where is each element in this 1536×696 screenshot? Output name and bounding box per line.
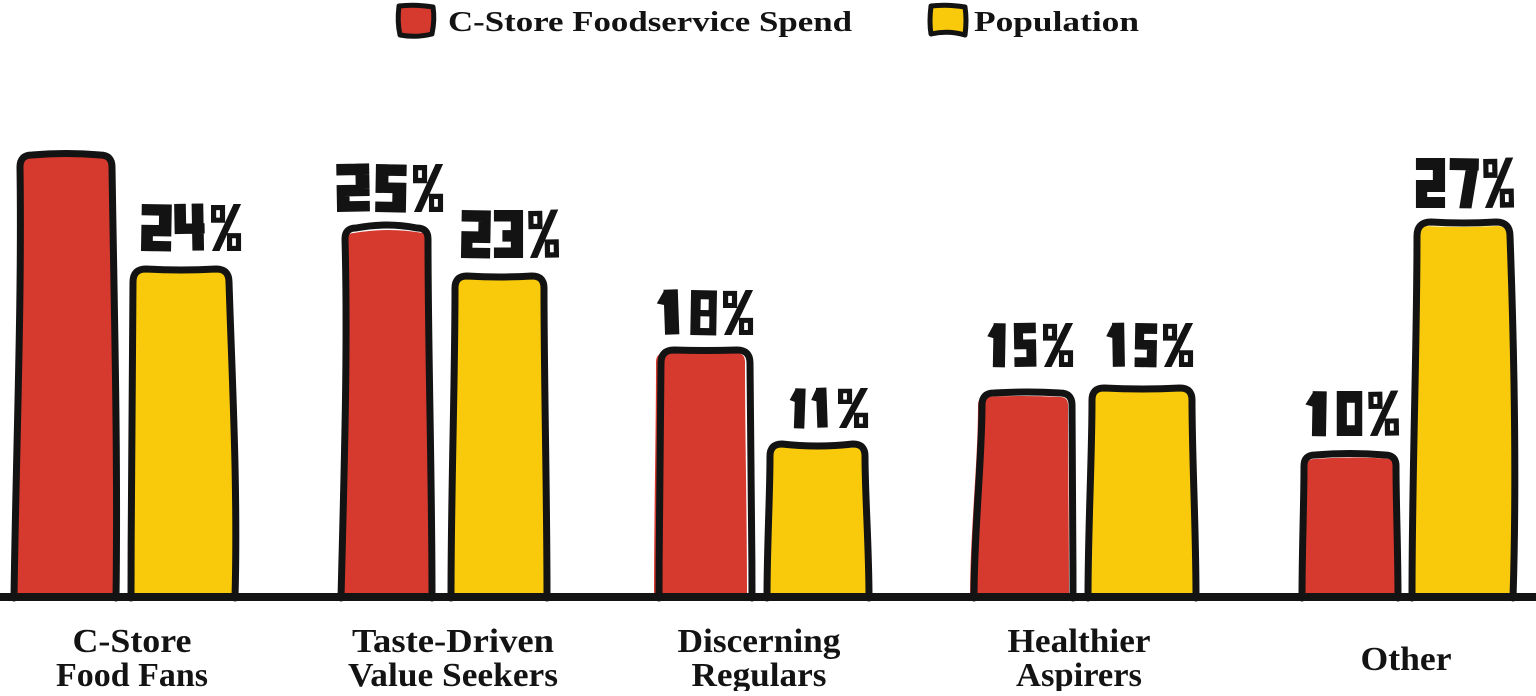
svg-text:Other: Other	[1361, 641, 1452, 678]
svg-text:Healthier: Healthier	[1008, 623, 1151, 660]
svg-text:C-Store Foodservice Spend: C-Store Foodservice Spend	[448, 6, 852, 38]
svg-text:Food Fans: Food Fans	[56, 657, 208, 691]
svg-text:C-Store: C-Store	[73, 623, 192, 660]
svg-text:Population: Population	[974, 6, 1139, 38]
svg-text:Value Seekers: Value Seekers	[348, 657, 558, 691]
svg-text:Regulars: Regulars	[692, 657, 827, 691]
svg-text:Taste-Driven: Taste-Driven	[352, 623, 554, 660]
svg-text:Aspirers: Aspirers	[1016, 657, 1142, 691]
svg-text:Discerning: Discerning	[678, 623, 841, 660]
